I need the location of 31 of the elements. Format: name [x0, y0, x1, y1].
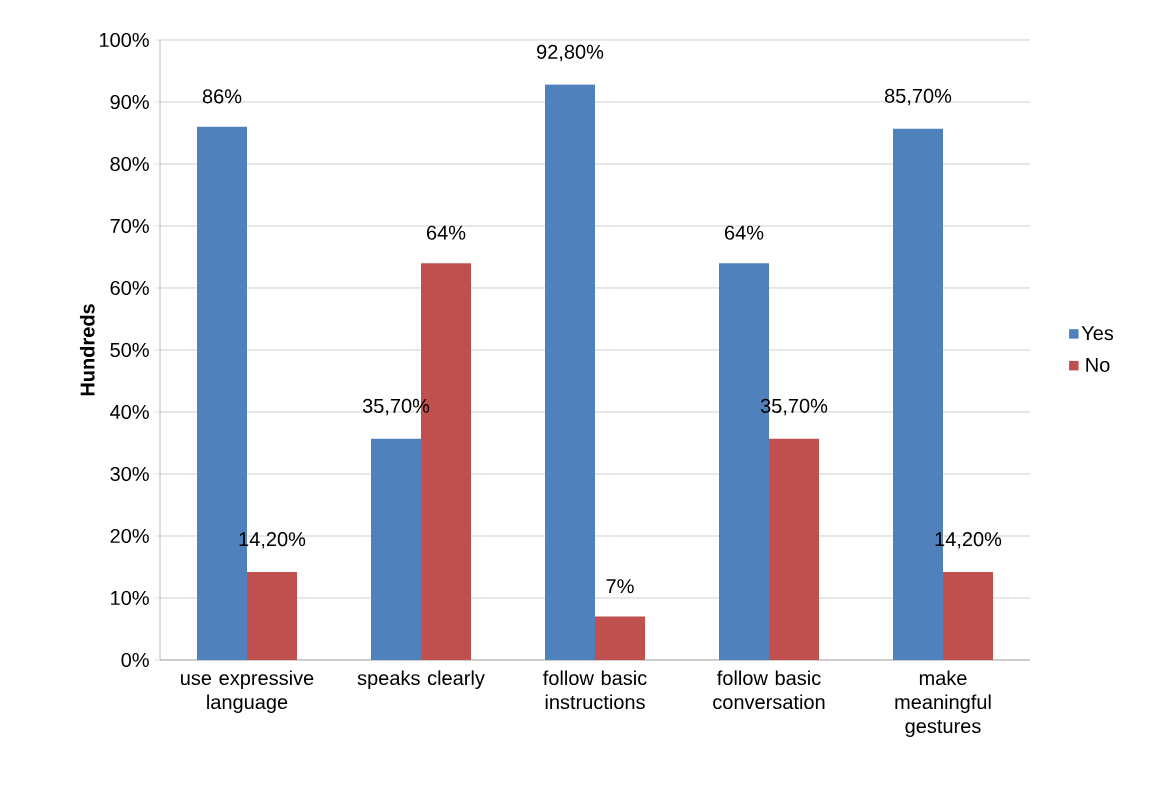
data-label: 7%	[606, 579, 634, 594]
y-tick-label: 60%	[110, 280, 149, 296]
y-tick-label: 80%	[110, 156, 149, 172]
x-tick-label: make meaningful gestures	[895, 670, 991, 738]
legend-label: Yes	[1081, 326, 1114, 341]
x-tick-label: use expressive language	[181, 670, 314, 714]
data-label: 86%	[202, 89, 242, 104]
data-label: 85,70%	[884, 88, 952, 106]
legend-label: No	[1086, 357, 1110, 372]
y-tick-label: 20%	[110, 528, 149, 544]
y-tick-label: 30%	[110, 466, 149, 482]
bar	[595, 616, 645, 660]
bar	[371, 438, 422, 660]
bar	[769, 438, 820, 660]
data-label: 92,80%	[537, 44, 604, 62]
x-tick-label: follow basic conversation	[713, 670, 825, 710]
bar	[943, 571, 993, 660]
data-label: 64%	[725, 225, 764, 240]
y-axis-title: Hundreds	[79, 304, 95, 396]
y-tick-label: 40%	[110, 404, 149, 420]
y-tick-label: 50%	[110, 342, 149, 358]
y-tick-label: 100%	[99, 32, 149, 48]
x-tick-label: speaks clearly	[357, 670, 485, 690]
bar	[545, 84, 596, 660]
data-label: 64%	[427, 225, 466, 240]
bar	[247, 571, 298, 660]
y-tick-label: 90%	[110, 94, 149, 110]
y-tick-label: 70%	[110, 218, 149, 234]
x-tick-label: follow basic instructions	[543, 670, 647, 710]
y-tick-label: 10%	[111, 590, 149, 606]
y-tick-label: 0%	[121, 652, 149, 668]
